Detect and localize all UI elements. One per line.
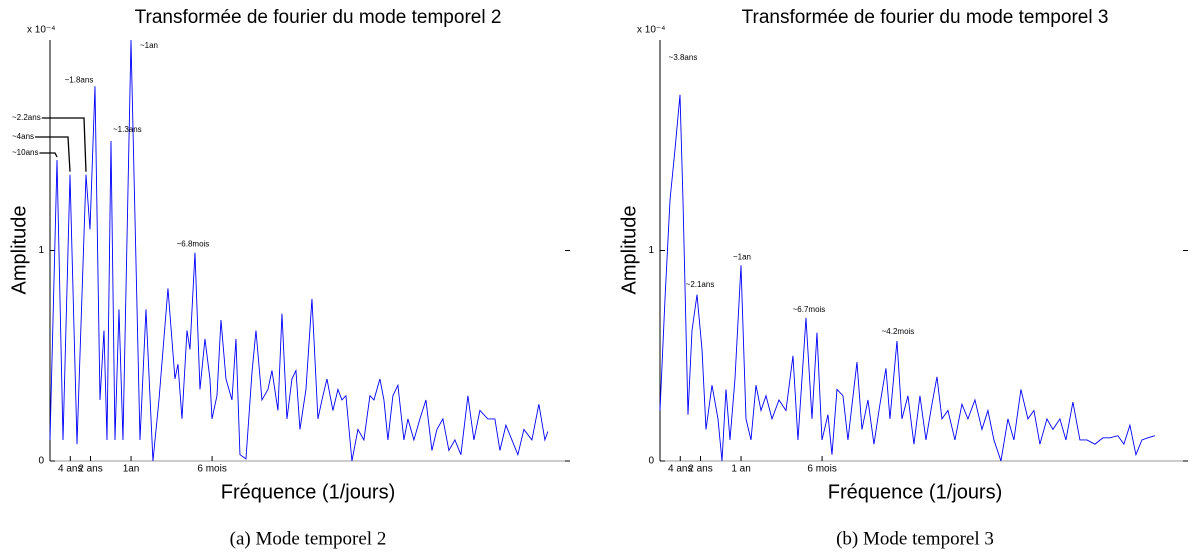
x-tick-label: 1an <box>123 464 140 475</box>
annotation: ~2.1ans <box>686 280 715 289</box>
annotation: ~1.8ans <box>65 75 94 84</box>
annotation: ~4.2mois <box>882 327 915 336</box>
y-axis-label: Amplitude <box>8 206 30 295</box>
leader-line <box>39 152 58 158</box>
y-tick-label: 1 <box>38 245 44 256</box>
annotation: ~3.8ans <box>669 53 698 62</box>
x-tick-label: 1 an <box>731 464 750 475</box>
y-scale-label: x 10⁻⁴ <box>637 25 665 36</box>
x-axis-label: Fréquence (1/jours) <box>828 481 1003 503</box>
x-tick-label: 6 mois <box>197 464 226 475</box>
y-scale-label: x 10⁻⁴ <box>27 25 55 36</box>
annotation: ~10ans <box>12 148 38 157</box>
caption: (a) Mode temporel 2 <box>230 528 387 549</box>
x-tick-label: 4 ans <box>58 464 82 475</box>
x-tick-label: 6 mois <box>807 464 836 475</box>
x-axis-label: Fréquence (1/jours) <box>221 481 396 503</box>
spectrum-line <box>659 94 1156 462</box>
caption: (b) Mode temporel 3 <box>836 528 994 549</box>
x-tick-label: 2 ans <box>688 464 712 475</box>
leader-line <box>41 117 87 172</box>
annotation: ~6.7mois <box>793 305 826 314</box>
y-tick-label: 1 <box>648 245 654 256</box>
chart-title: Transformée de fourier du mode temporel … <box>135 7 502 28</box>
chart-title: Transformée de fourier du mode temporel … <box>742 7 1109 28</box>
spectrum-line <box>49 39 549 462</box>
y-axis-label: Amplitude <box>618 206 640 295</box>
annotation: ~1.3ans <box>113 125 142 134</box>
y-tick-label: 0 <box>38 456 44 467</box>
leader-line <box>35 136 71 172</box>
annotation: ~1an <box>733 252 751 261</box>
x-tick-label: 2 ans <box>78 464 102 475</box>
x-tick-label: 4 ans <box>668 464 692 475</box>
annotation: ~4ans <box>12 132 34 141</box>
annotation: ~6.8mois <box>177 240 210 249</box>
annotation: ~2.2ans <box>12 113 41 122</box>
annotation: ~1an <box>140 41 158 50</box>
y-tick-label: 0 <box>648 456 654 467</box>
